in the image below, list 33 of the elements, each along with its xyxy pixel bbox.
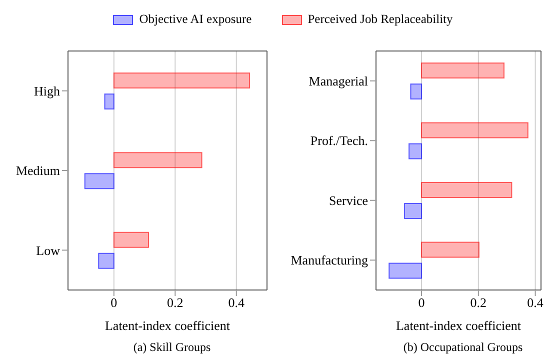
y-tick-label: Medium	[16, 163, 60, 178]
y-tick-label: Managerial	[308, 73, 368, 88]
bar	[404, 203, 422, 219]
x-tick-label: 0.4	[228, 295, 246, 310]
bar	[84, 173, 114, 190]
bar	[113, 72, 250, 88]
x-tick-label: 0.4	[527, 295, 544, 310]
text: (b) Occupational Groups	[402, 340, 524, 355]
y-tick-label: Manufacturing	[290, 252, 368, 268]
bar	[421, 242, 480, 258]
bar	[408, 143, 422, 160]
x-axis-title: Latent-index coefficient	[396, 318, 522, 333]
bar	[388, 262, 422, 279]
x-axis-title: Latent-index coefficient	[104, 318, 230, 333]
legend-label: Perceived Job Replaceability	[308, 12, 453, 27]
x-tick-label: 0	[110, 295, 118, 310]
y-tick-label: Prof./Tech.	[310, 133, 368, 148]
bar	[421, 122, 528, 138]
x-tick-label: 0.2	[470, 295, 487, 310]
bar	[113, 152, 202, 168]
bar	[421, 62, 505, 78]
x-tick-label: 0.2	[167, 295, 184, 310]
bar	[113, 232, 150, 248]
legend-label: Objective AI exposure	[139, 12, 252, 27]
bar	[98, 252, 114, 269]
bar	[104, 94, 114, 110]
y-tick-label: High	[34, 83, 60, 98]
bar	[421, 182, 512, 198]
bar	[410, 84, 422, 100]
y-tick-label: Low	[36, 242, 61, 258]
text: (a) Skill Groups	[132, 340, 212, 355]
x-tick-label: 0	[418, 295, 425, 310]
y-tick-label: Service	[329, 192, 368, 208]
